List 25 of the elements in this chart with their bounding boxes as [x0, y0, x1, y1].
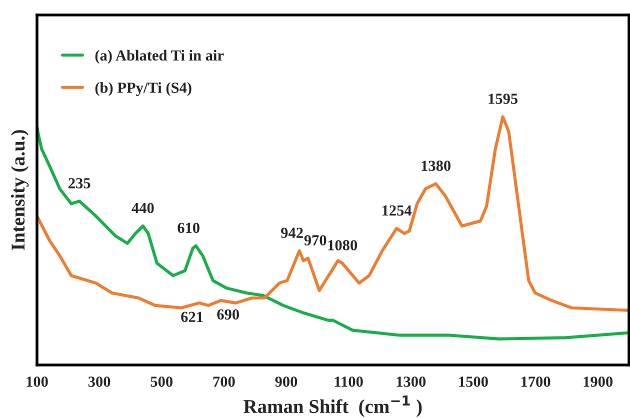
x-tick-label: 1700: [521, 376, 550, 387]
x-tick-label: 900: [275, 376, 298, 387]
x-tick-label: 100: [26, 376, 48, 387]
x-tick-label: 1300: [396, 376, 426, 387]
annotation: 942: [281, 228, 303, 238]
x-tick-label: 500: [150, 376, 173, 387]
x-tick-label: 1500: [459, 376, 488, 387]
annotation: 1595: [488, 94, 518, 104]
annotation: 621: [181, 312, 203, 322]
annotation: 1380: [422, 160, 451, 171]
x-tick-label: 300: [88, 376, 110, 387]
annotation: 440: [132, 202, 154, 214]
x-axis-title: Raman Shift (cm$^{−1}$ ): [244, 396, 422, 418]
legend-label: (a) Ablated Ti in air: [95, 50, 224, 64]
x-tick-label: 1100: [334, 376, 363, 387]
x-tick-label: 700: [213, 376, 235, 387]
annotation: 1080: [328, 240, 358, 250]
annotation: 235: [68, 178, 90, 188]
legend-label: (b) PPy/Ti (S4): [95, 82, 192, 96]
x-tick-label: 1900: [584, 376, 613, 387]
annotation: 1254: [382, 205, 412, 216]
annotation: 690: [217, 309, 239, 320]
annotation: 970: [304, 235, 326, 246]
y-axis-title: Intensity (a.u.): [10, 130, 29, 250]
annotation: 610: [178, 222, 200, 234]
